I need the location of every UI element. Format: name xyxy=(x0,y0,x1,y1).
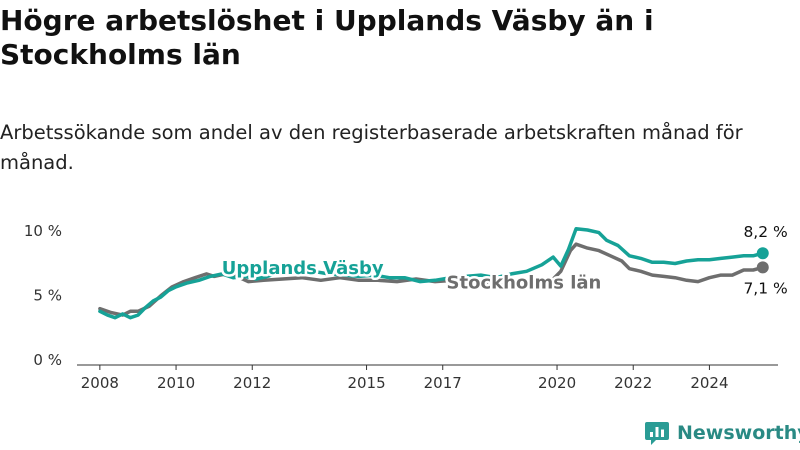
series-end-point-stockholms-l-n xyxy=(756,261,769,274)
brand[interactable]: Newsworthy xyxy=(644,420,800,446)
x-tick-label: 2015 xyxy=(347,374,385,392)
series-line-stockholms-l-n xyxy=(98,242,765,317)
x-tick-label: 2020 xyxy=(538,374,576,392)
series-end-label: 7,1 % xyxy=(743,279,787,297)
x-tick-label: 2010 xyxy=(157,374,195,392)
series-line-upplands-v-sby xyxy=(98,226,765,320)
brand-name: Newsworthy xyxy=(677,422,800,444)
bar-chart-logo-icon xyxy=(645,422,669,445)
y-tick-label: 5 % xyxy=(33,287,62,305)
series-layer xyxy=(98,226,769,320)
series-end-label: 8,2 % xyxy=(743,223,787,241)
page-subtitle: Arbetssökande som andel av den registerb… xyxy=(0,121,743,174)
x-tick-label: 2012 xyxy=(233,374,271,392)
y-tick-label: 10 % xyxy=(24,222,62,240)
page-title: Högre arbetslöshet i Upplands Väsby än i… xyxy=(0,4,654,71)
x-axis: 2008 2010 2012 2015 2017 2020 2022 2024 xyxy=(77,364,778,392)
x-tick-label: 2017 xyxy=(424,374,462,392)
series-inline-label: Upplands Väsby xyxy=(222,258,384,279)
series-end-point-upplands-v-sby xyxy=(756,247,769,260)
label-layer: 7,1 % 8,2 % Upplands Väsby Stockholms län xyxy=(219,223,787,297)
series-inline-label: Stockholms län xyxy=(447,273,602,294)
x-tick-label: 2022 xyxy=(614,374,652,392)
x-tick-label: 2008 xyxy=(81,374,119,392)
y-axis: 0 % 5 % 10 % xyxy=(24,222,62,369)
y-tick-label: 0 % xyxy=(33,351,62,369)
x-tick-label: 2024 xyxy=(690,374,728,392)
